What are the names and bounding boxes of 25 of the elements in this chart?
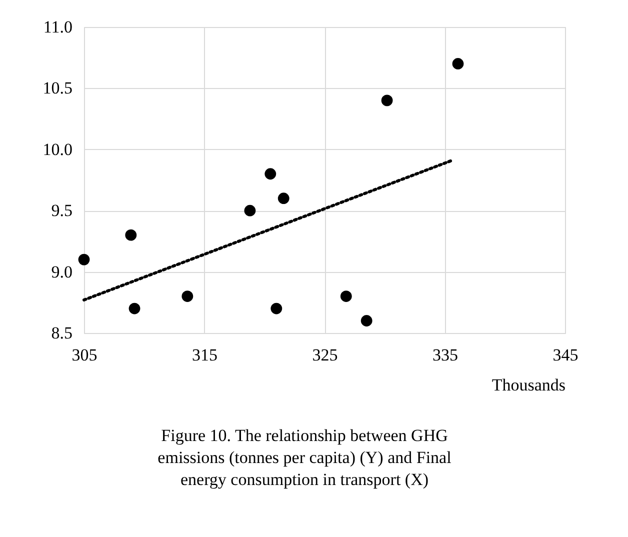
y-tick-label: 11.0 (43, 18, 72, 36)
caption: Figure 10. The relationship between GHG emissions (tonnes per capita) (Y) and Final energy consumption in transport (X) (158, 426, 452, 489)
point (264, 168, 276, 180)
x-tick-label: 345 (552, 346, 578, 364)
y-tick-label: 8.5 (51, 324, 72, 342)
point (340, 290, 352, 302)
y-tick-label: 9.0 (51, 262, 72, 282)
point (182, 290, 194, 302)
x-axis-title: Thousands (492, 376, 566, 394)
point (278, 192, 290, 204)
point (128, 302, 140, 314)
y-tick-label: 10.0 (42, 140, 72, 159)
y-tick-label: 10.5 (42, 78, 72, 98)
x-tick-label: 315 (192, 346, 218, 364)
x-tick-label: 305 (72, 346, 98, 364)
point (381, 94, 393, 106)
x-tick-label: 325 (312, 346, 338, 364)
point (360, 315, 372, 326)
point (270, 302, 282, 314)
point (452, 58, 464, 70)
y-tick-label: 9.5 (51, 201, 72, 220)
point (125, 229, 137, 241)
point (244, 204, 256, 216)
point (78, 254, 90, 266)
x-tick-label: 335 (432, 346, 458, 364)
